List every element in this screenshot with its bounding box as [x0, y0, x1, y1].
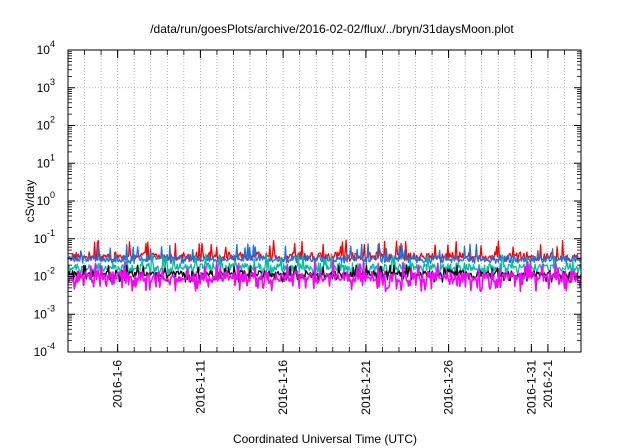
x-tick-label: 2016-1-16 [276, 360, 290, 415]
y-tick-label: 100 [37, 190, 55, 208]
x-tick-label: 2016-1-31 [524, 360, 538, 415]
x-axis-label: Coordinated Universal Time (UTC) [233, 432, 417, 446]
y-tick-label: 10-1 [34, 228, 55, 246]
y-tick-label: 10-4 [34, 341, 55, 359]
x-tick-label: 2016-1-6 [111, 360, 125, 408]
y-tick-label: 101 [37, 152, 55, 170]
y-tick-label: 102 [37, 115, 55, 133]
x-tick-label: 2016-1-26 [442, 360, 456, 415]
x-tick-label: 2016-2-1 [541, 360, 555, 408]
x-axis: 2016-1-6 2016-1-11 2016-1-16 2016-1-21 2016-… [84, 50, 565, 415]
grid [68, 50, 581, 352]
series-layer [67, 239, 582, 293]
y-tick-label: 10-2 [34, 266, 55, 284]
y-tick-label: 10-3 [34, 303, 55, 321]
series-line [67, 253, 582, 278]
x-tick-label: 2016-1-11 [193, 360, 207, 414]
y-tick-label: 104 [37, 39, 55, 57]
series-line [67, 260, 582, 293]
x-tick-label: 2016-1-21 [359, 360, 373, 415]
y-axis-label: cSv/day [23, 180, 37, 223]
series-line [67, 264, 582, 283]
y-axis: 10-4 10-3 10-2 10-1 100 101 102 103 104 [34, 39, 581, 359]
chart-title: /data/run/goesPlots/archive/2016-02-02/f… [150, 22, 514, 36]
plot-frame [67, 49, 582, 353]
y-tick-label: 103 [37, 77, 55, 95]
